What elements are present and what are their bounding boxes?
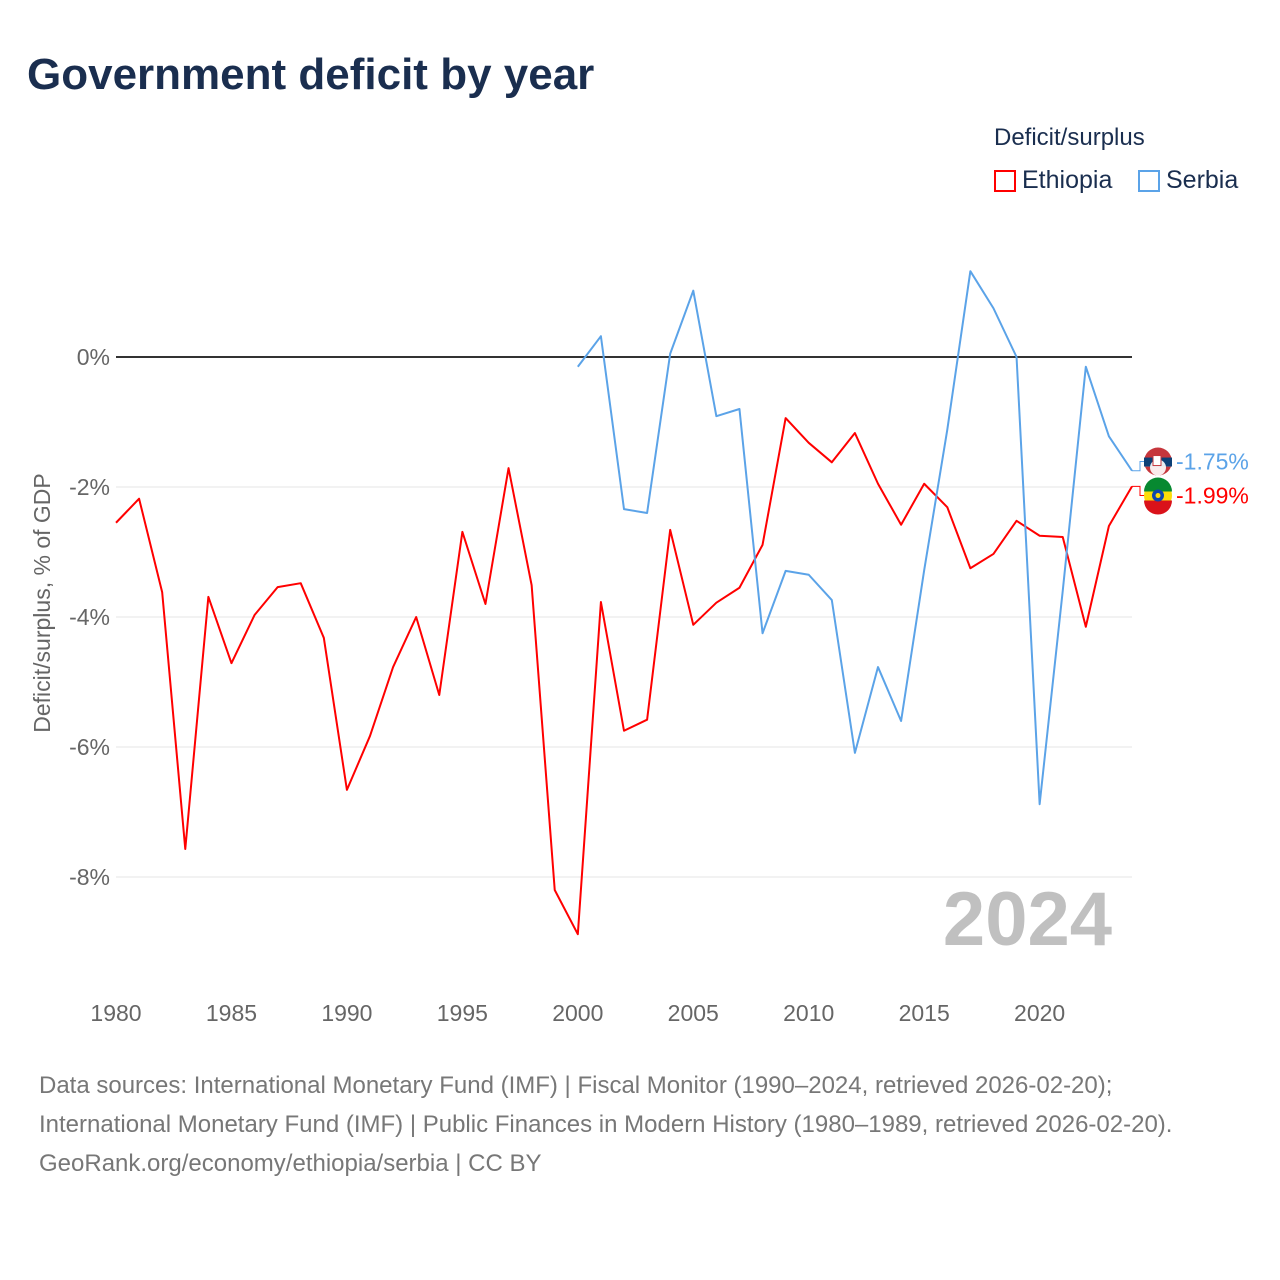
legend-label-ethiopia: Ethiopia bbox=[1022, 166, 1113, 194]
ethiopia-star-icon bbox=[1155, 493, 1161, 499]
credit-link[interactable]: GeoRank.org/economy/ethiopia/serbia | CC… bbox=[39, 1150, 542, 1177]
x-tick-label: 2015 bbox=[899, 1000, 950, 1026]
y-tick-label: -2% bbox=[69, 474, 110, 500]
y-tick-label: -6% bbox=[69, 734, 110, 760]
x-tick-label: 1990 bbox=[321, 1000, 372, 1026]
x-tick-label: 2000 bbox=[552, 1000, 603, 1026]
x-tick-label: 1995 bbox=[437, 1000, 488, 1026]
y-tick-label: 0% bbox=[77, 344, 110, 370]
legend-swatch-serbia bbox=[1138, 169, 1160, 192]
end-label-serbia: -1.75% bbox=[1176, 449, 1249, 475]
ethiopia-flag-green bbox=[1144, 477, 1172, 492]
footer: Data sources: International Monetary Fun… bbox=[39, 1066, 1239, 1183]
legend-label-serbia: Serbia bbox=[1166, 166, 1239, 194]
y-axis-label: Deficit/surplus, % of GDP bbox=[29, 473, 55, 732]
end-connector bbox=[1132, 461, 1146, 472]
legend-item-serbia[interactable]: Serbia bbox=[1138, 166, 1238, 195]
x-tick-label: 2020 bbox=[1014, 1000, 1065, 1026]
x-tick-label: 1980 bbox=[90, 1000, 141, 1026]
legend-title: Deficit/surplus bbox=[994, 124, 1145, 151]
series-line-serbia bbox=[577, 270, 1133, 806]
series-line-ethiopia bbox=[115, 417, 1133, 936]
legend-swatch-ethiopia bbox=[994, 169, 1016, 192]
year-watermark: 2024 bbox=[943, 877, 1112, 962]
serbia-coat-icon bbox=[1152, 455, 1162, 467]
chart-title: Government deficit by year bbox=[27, 50, 595, 99]
legend-item-ethiopia[interactable]: Ethiopia bbox=[994, 166, 1112, 195]
x-tick-label: 2010 bbox=[783, 1000, 834, 1026]
y-tick-label: -8% bbox=[69, 864, 110, 890]
end-label-ethiopia: -1.99% bbox=[1176, 483, 1249, 509]
y-tick-label: -4% bbox=[69, 604, 110, 630]
end-connector bbox=[1132, 485, 1146, 497]
x-tick-label: 1985 bbox=[206, 1000, 257, 1026]
x-tick-label: 2005 bbox=[668, 1000, 719, 1026]
data-sources: Data sources: International Monetary Fun… bbox=[39, 1072, 1173, 1138]
ethiopia-flag-red bbox=[1144, 500, 1172, 515]
